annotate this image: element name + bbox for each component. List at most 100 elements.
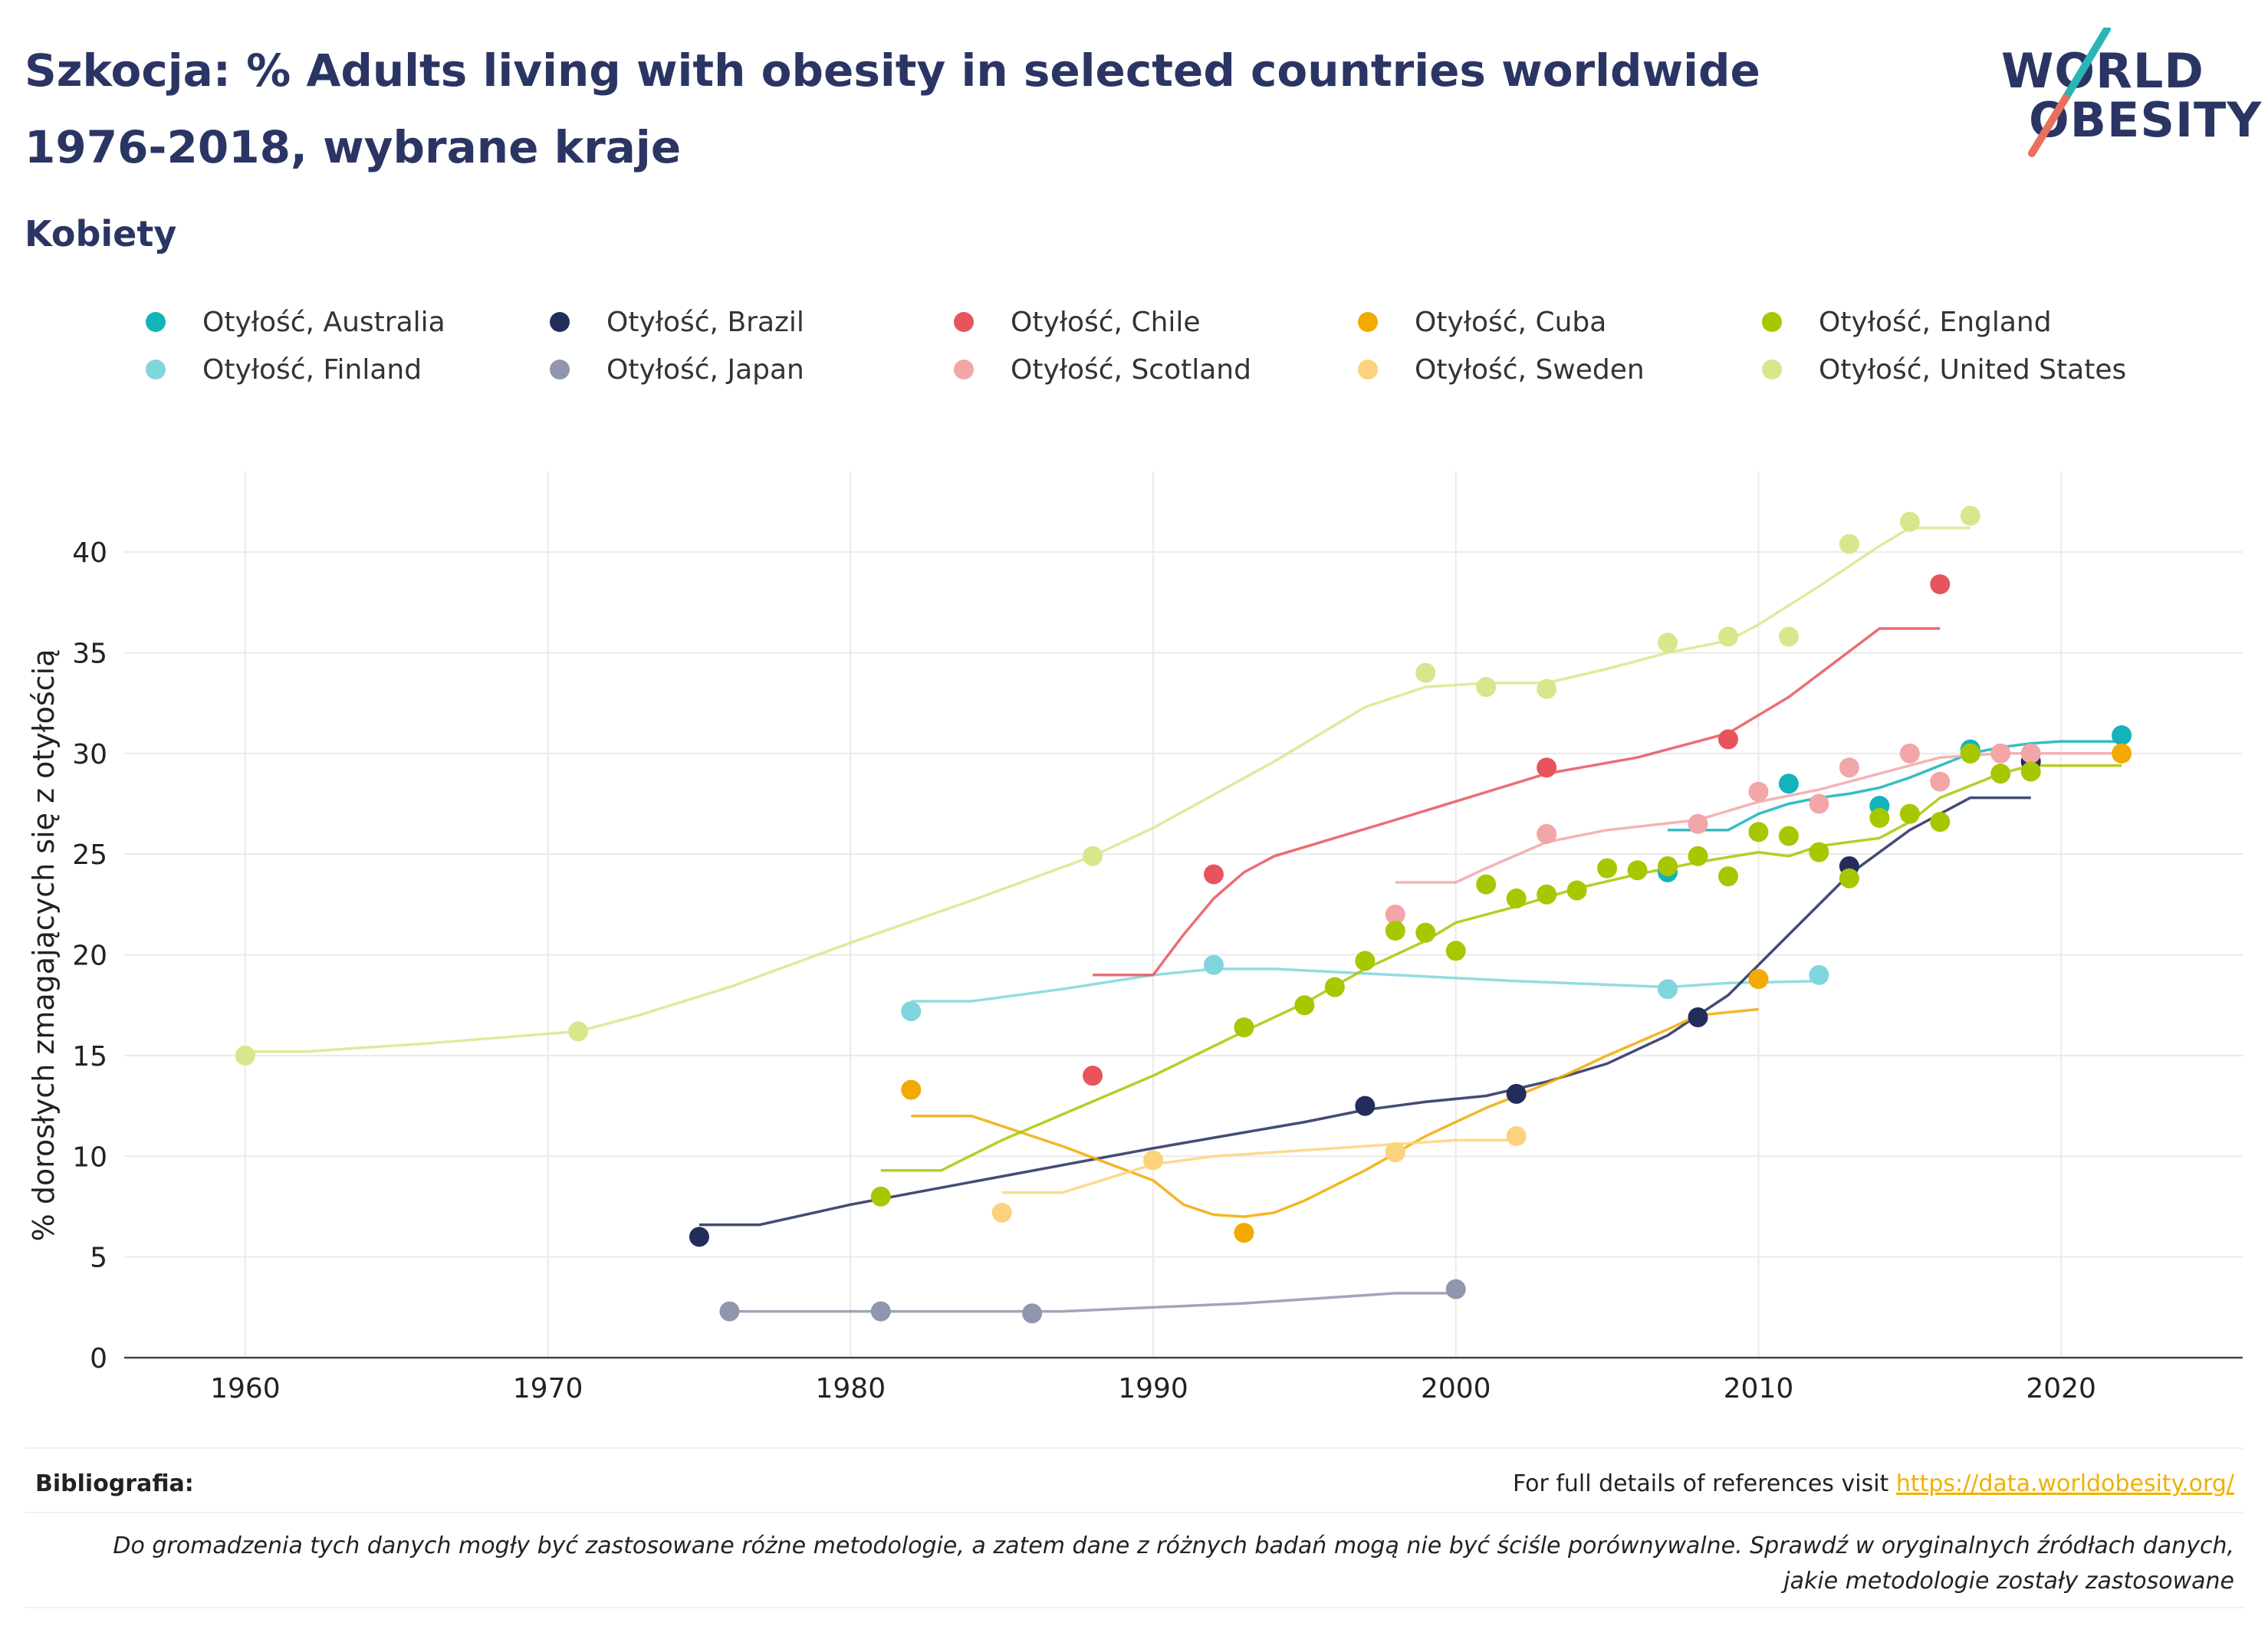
world-obesity-logo: WORLD OBESITY: [2001, 28, 2261, 158]
data-point: [1445, 941, 1466, 961]
legend-label: Otyłość, Sweden: [1415, 353, 1645, 386]
y-tick-label: 40: [72, 537, 107, 569]
data-point: [1748, 781, 1769, 802]
legend-label: Otyłość, Brazil: [606, 306, 804, 338]
data-point: [1930, 574, 1951, 595]
legend-item[interactable]: Otyłość, England: [1762, 303, 2052, 341]
logo-slash-icon: [2028, 28, 2111, 157]
data-point: [1506, 1126, 1527, 1146]
data-point: [1688, 1007, 1708, 1027]
data-point: [1778, 626, 1799, 647]
series-trend-line: [1395, 752, 2122, 884]
series-trend-line: [699, 796, 2031, 1227]
data-point: [1234, 1223, 1254, 1243]
legend-label: Otyłość, Chile: [1011, 306, 1201, 338]
data-point: [1839, 534, 1859, 554]
title-line-1: Szkocja: % Adults living with obesity in…: [25, 44, 1760, 97]
data-point: [870, 1301, 891, 1322]
data-point: [1869, 807, 1890, 828]
data-point: [1990, 764, 2011, 784]
data-point: [1717, 866, 1738, 887]
bibliography-label: Bibliografia:: [35, 1470, 194, 1497]
legend-label: Otyłość, Finland: [202, 353, 422, 386]
data-point: [901, 1079, 922, 1100]
legend-marker: [1358, 312, 1378, 332]
data-point: [1930, 812, 1951, 833]
legend-marker: [954, 312, 974, 332]
data-point: [1597, 858, 1618, 879]
data-point: [1899, 743, 1920, 764]
legend-item[interactable]: Otyłość, Sweden: [1358, 350, 1645, 389]
legend-label: Otyłość, Scotland: [1011, 353, 1251, 386]
data-point: [1445, 1279, 1466, 1299]
data-point: [1778, 826, 1799, 846]
legend-label: Otyłość, Australia: [202, 306, 445, 338]
logo-line-1: WORLD: [2001, 43, 2204, 99]
data-point: [1203, 954, 1224, 975]
data-point: [1415, 922, 1436, 943]
data-point: [2020, 761, 2041, 782]
data-point: [1385, 921, 1405, 941]
x-tick-label: 1960: [210, 1373, 281, 1404]
legend-marker: [1358, 360, 1378, 379]
legend-item[interactable]: Otyłość, Australia: [146, 303, 445, 341]
x-tick-label: 2010: [1724, 1373, 1794, 1404]
legend-item[interactable]: Otyłość, Cuba: [1358, 303, 1606, 341]
legend-item[interactable]: Otyłość, Japan: [550, 350, 804, 389]
references-prefix: For full details of references visit: [1512, 1470, 1896, 1497]
references-text: For full details of references visit htt…: [1513, 1470, 2234, 1497]
data-point: [1203, 864, 1224, 885]
x-tick-label: 1990: [1118, 1373, 1188, 1404]
legend-item[interactable]: Otyłość, United States: [1762, 350, 2126, 389]
footer-divider-middle: [25, 1512, 2243, 1513]
y-tick-label: 0: [90, 1343, 107, 1375]
data-point: [1324, 977, 1345, 997]
data-point: [1778, 774, 1799, 794]
y-tick-label: 30: [72, 739, 107, 770]
data-point: [1537, 884, 1557, 905]
data-point: [1717, 729, 1738, 750]
data-point: [235, 1045, 255, 1066]
legend-label: Otyłość, United States: [1819, 353, 2127, 386]
references-link[interactable]: https://data.worldobesity.org/: [1895, 1470, 2234, 1497]
series-trend-line: [729, 1292, 1456, 1313]
data-point: [1688, 846, 1708, 866]
data-point: [1717, 626, 1738, 647]
data-point: [1537, 823, 1557, 844]
legend-item[interactable]: Otyłość, Finland: [146, 350, 422, 389]
methodology-note: Do gromadzenia tych danych mogły być zas…: [113, 1532, 2234, 1595]
data-point: [1143, 1150, 1164, 1171]
data-point: [1930, 771, 1951, 792]
data-point: [1234, 1017, 1254, 1038]
chart-subtitle: Kobiety: [25, 213, 177, 255]
data-point: [991, 1202, 1012, 1223]
data-point: [1083, 846, 1103, 866]
data-point: [1748, 822, 1769, 843]
legend-marker: [1762, 312, 1782, 332]
data-point: [1809, 964, 1829, 985]
legend-label: Otyłość, Japan: [606, 353, 804, 386]
data-point: [1839, 757, 1859, 778]
legend-item[interactable]: Otyłość, Chile: [954, 303, 1201, 341]
y-tick-label: 25: [72, 839, 107, 871]
data-point: [719, 1301, 740, 1322]
y-tick-label: 15: [72, 1041, 107, 1073]
data-point: [2112, 743, 2132, 764]
x-tick-label: 2020: [2026, 1373, 2096, 1404]
legend-marker: [954, 360, 974, 379]
footer-divider-bottom: [25, 1607, 2243, 1608]
legend-marker: [550, 360, 570, 379]
x-tick-label: 1970: [513, 1373, 583, 1404]
data-point: [1688, 813, 1708, 834]
data-point: [1476, 677, 1497, 698]
y-tick-label: 10: [72, 1141, 107, 1173]
data-point: [1658, 856, 1678, 876]
legend-item[interactable]: Otyłość, Brazil: [550, 303, 804, 341]
data-point: [1566, 880, 1587, 901]
data-point: [1385, 1142, 1405, 1163]
data-point: [1385, 905, 1405, 925]
data-point: [1627, 860, 1648, 881]
chart-plot: 1960 1970 1980 1990 2000 2010 2020 0 5 10 15 20 25 30…: [27, 471, 2243, 1404]
legend-item[interactable]: Otyłość, Scotland: [954, 350, 1251, 389]
legend-marker: [550, 312, 570, 332]
